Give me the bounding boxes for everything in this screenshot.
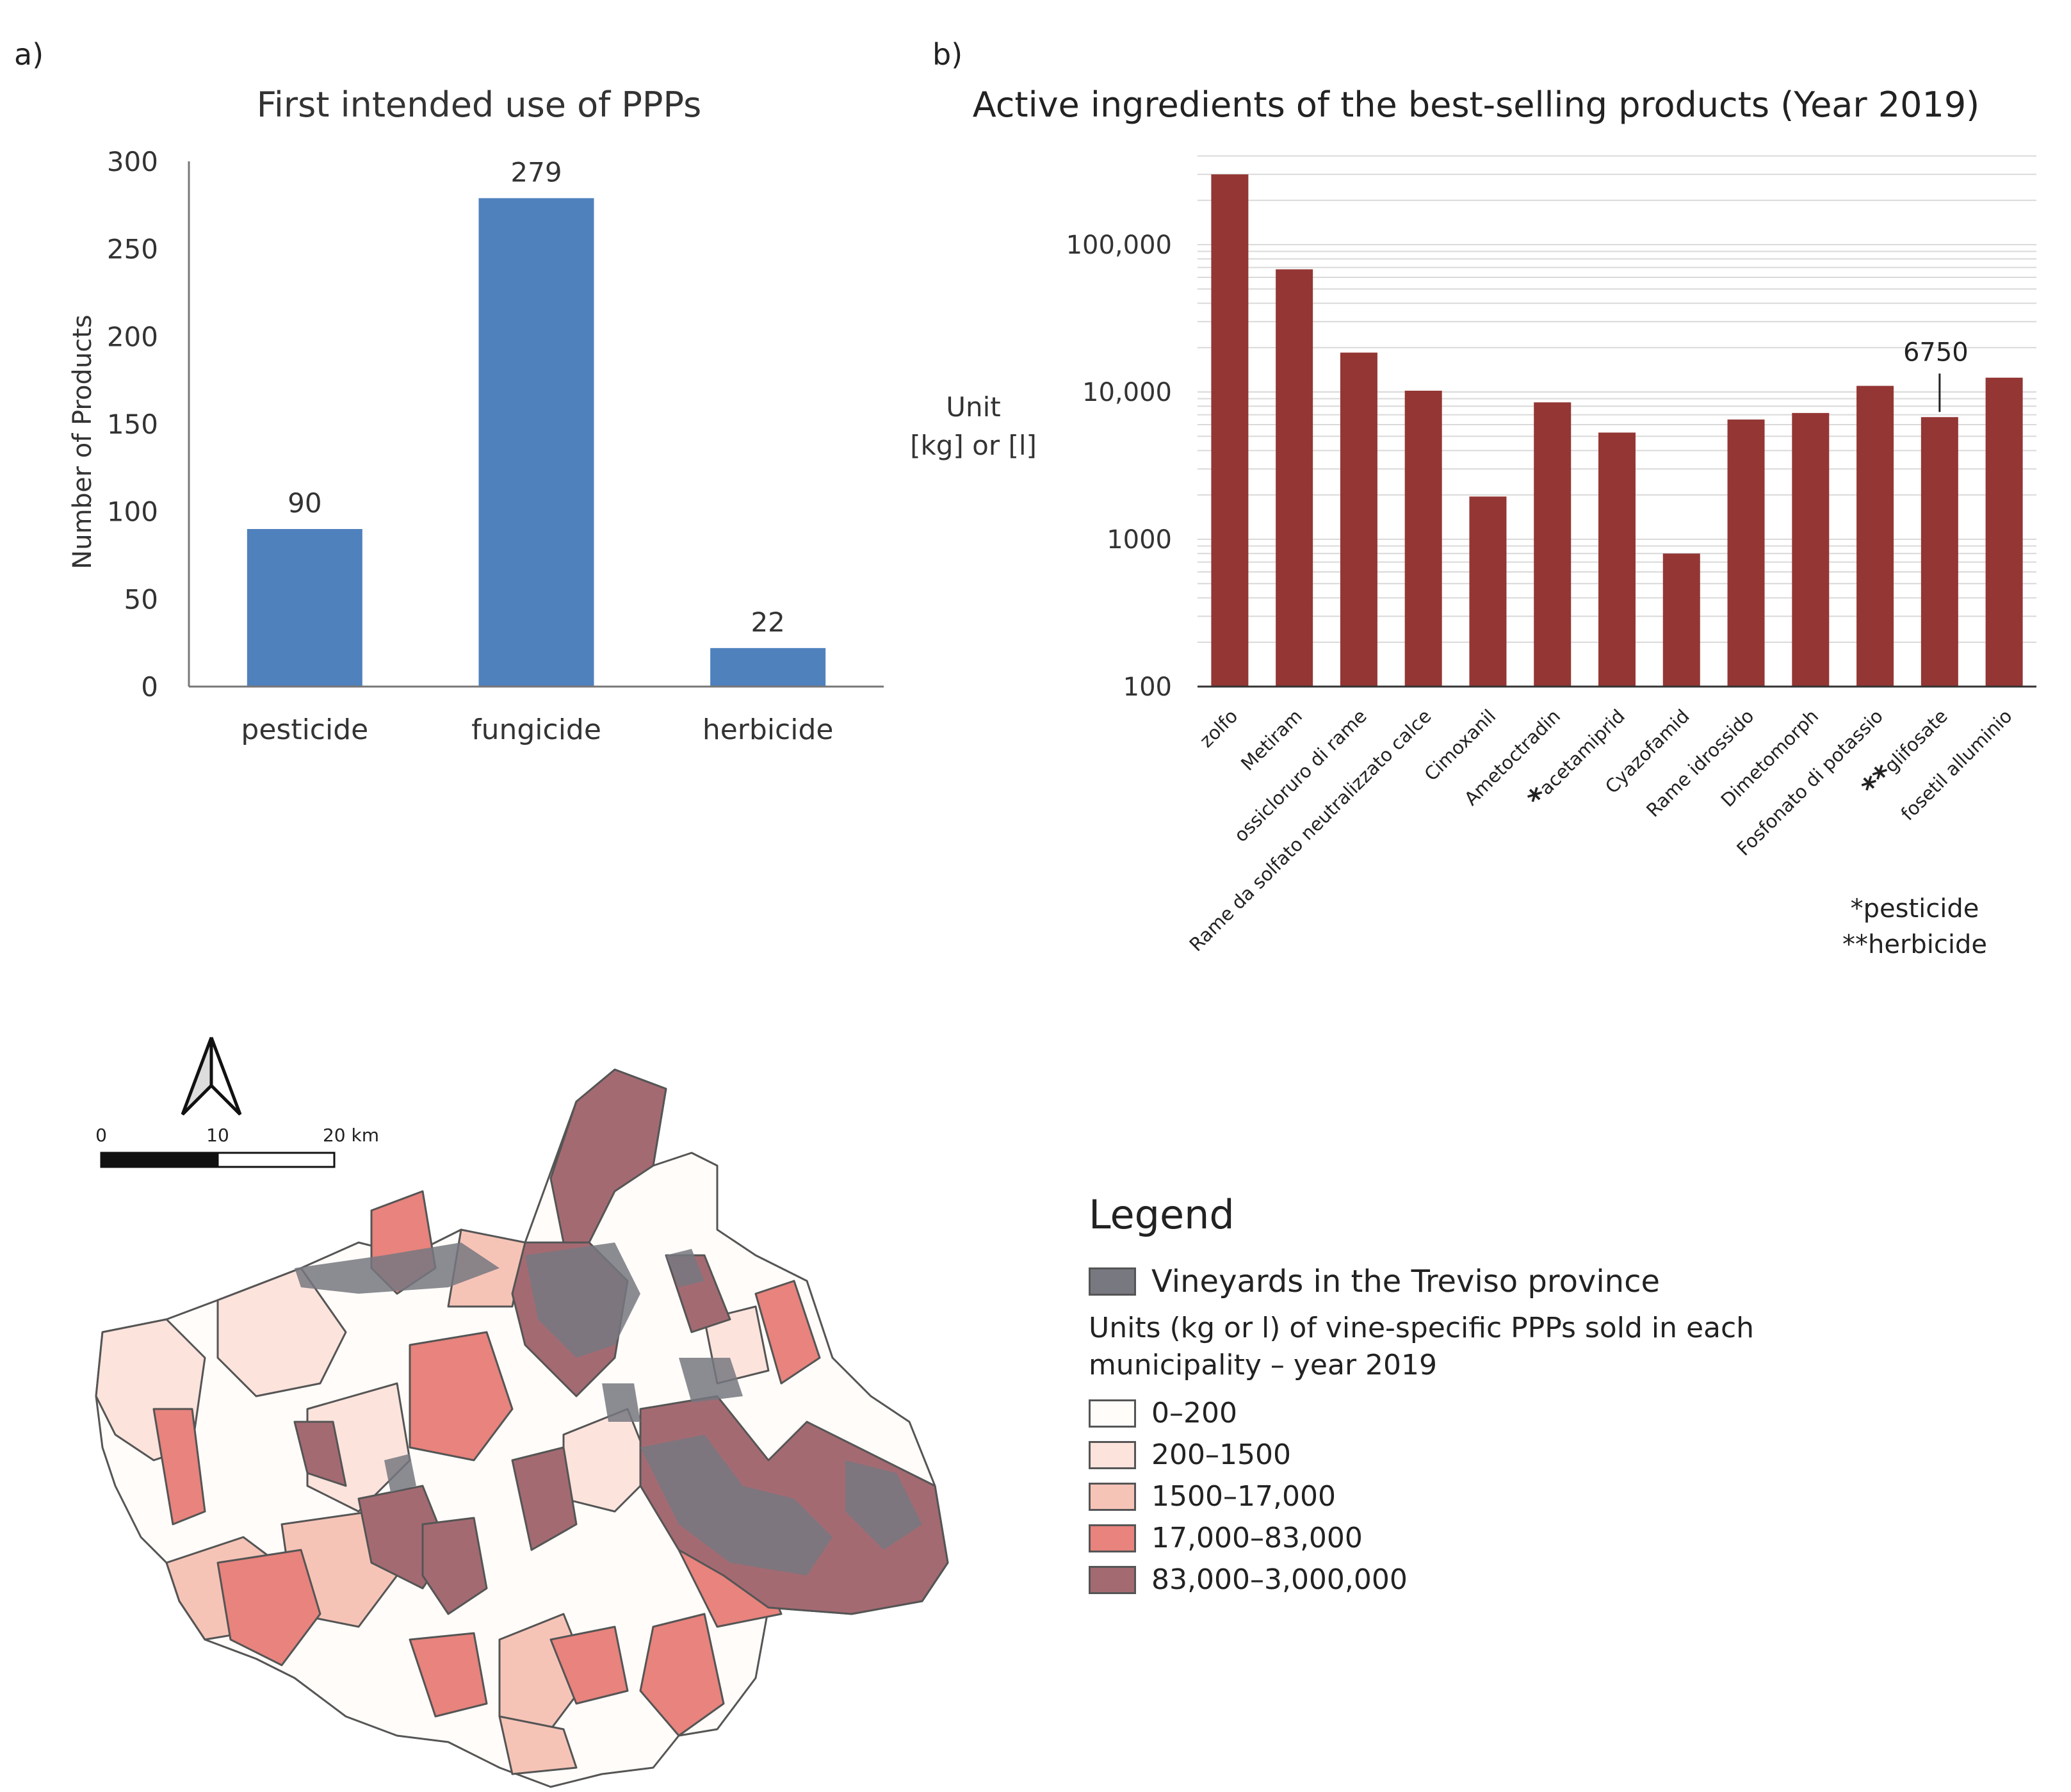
chart-b-y-tick-label: 100,000 <box>1066 231 1172 260</box>
municipalities <box>95 1068 949 1788</box>
chart-a-y-tick-label: 300 <box>107 146 158 177</box>
legend-class-label: 83,000–3,000,000 <box>1151 1563 1408 1596</box>
chart-b-bar <box>1792 412 1830 687</box>
chart-b-category-label: zolfo <box>1196 705 1242 752</box>
chart-b-bar <box>1534 402 1572 687</box>
chart-b-y-tick-label: 100 <box>1123 672 1172 702</box>
chart-a-y-axis-label: Number of Products <box>68 314 97 569</box>
chart-a-data-label: 22 <box>751 607 784 638</box>
scale-label-10: 10 <box>206 1125 229 1146</box>
legend-subtitle: Units (kg or l) of vine-specific PPPs so… <box>1089 1310 1857 1384</box>
chart-b-bar <box>1340 352 1377 687</box>
chart-a-y-tick-label: 100 <box>107 496 158 528</box>
chart-a-y-tick-label: 250 <box>107 234 158 265</box>
chart-a-category-label: fungicide <box>471 713 601 746</box>
legend-vineyard-label: Vineyards in the Treviso province <box>1151 1264 1661 1299</box>
chart-b-bar <box>1727 419 1765 687</box>
chart-b-category-label: fosetil alluminio <box>1897 705 2017 825</box>
chart-b-bar <box>1662 553 1700 687</box>
chart-a-y-tick-label: 0 <box>141 671 158 703</box>
legend-classes: 0–200 200–1500 1500–17,000 17,000–83,000 83,… <box>1089 1397 1857 1596</box>
chart-b-bar <box>1856 386 1894 687</box>
legend-class-label: 1500–17,000 <box>1151 1480 1336 1513</box>
legend-class-label: 17,000–83,000 <box>1151 1522 1363 1554</box>
chart-b-footnote-herbicide: **herbicide <box>1842 930 1987 959</box>
scale-bar <box>100 1152 336 1168</box>
legend-class-row: 0–200 <box>1089 1397 1857 1430</box>
legend-class-swatch <box>1089 1565 1136 1594</box>
chart-b-bar <box>1404 391 1442 687</box>
vineyard-patches <box>295 1242 922 1576</box>
chart-a-y-tick-label: 50 <box>124 583 158 615</box>
legend-subtitle-line1: Units (kg or l) of vine-specific PPPs so… <box>1089 1312 1755 1344</box>
chart-a-bar <box>710 648 826 687</box>
chart-a-title: First intended use of PPPs <box>257 85 701 125</box>
chart-b-y-tick-label: 1000 <box>1107 525 1172 555</box>
chart-b-y-axis-label-line1: Unit <box>946 391 1001 423</box>
legend-subtitle-line2: municipality – year 2019 <box>1089 1349 1438 1381</box>
legend-class-row: 83,000–3,000,000 <box>1089 1563 1857 1596</box>
map-legend: Legend Vineyards in the Treviso province… <box>1089 1191 1857 1605</box>
treviso-map: 0 10 20 km <box>95 1037 949 1788</box>
chart-b-title: Active ingredients of the best-selling p… <box>973 85 1980 125</box>
chart-b-bar <box>1276 269 1313 687</box>
chart-a-bar <box>247 529 362 687</box>
chart-b-bar <box>1598 432 1636 687</box>
legend-class-swatch <box>1089 1482 1136 1511</box>
chart-b-category-label: Rame da solfato neutralizzato calce <box>1185 705 1436 956</box>
chart-a-bar <box>478 198 594 687</box>
legend-class-row: 200–1500 <box>1089 1438 1857 1471</box>
chart-b-bar <box>1985 377 2023 687</box>
chart-b-category-label: Rame idrossido <box>1642 705 1758 821</box>
chart-a-y-tick-label: 200 <box>107 321 158 352</box>
chart-b-y-tick-label: 10,000 <box>1082 378 1172 407</box>
legend-class-label: 0–200 <box>1151 1397 1237 1430</box>
legend-class-row: 17,000–83,000 <box>1089 1522 1857 1554</box>
chart-b-bar <box>1921 417 1958 687</box>
chart-a-data-label: 90 <box>288 487 321 519</box>
legend-class-label: 200–1500 <box>1151 1438 1291 1471</box>
chart-a-category-label: pesticide <box>241 713 368 746</box>
chart-a-category-label: herbicide <box>703 713 834 746</box>
scale-label-20: 20 km <box>323 1125 379 1146</box>
chart-b-y-axis-label-line2: [kg] or [l] <box>910 430 1037 461</box>
chart-a-y-tick-label: 150 <box>107 409 158 440</box>
legend-vineyard-swatch <box>1089 1267 1136 1296</box>
scale-label-0: 0 <box>95 1125 107 1146</box>
north-arrow-icon <box>181 1037 242 1116</box>
legend-class-swatch <box>1089 1524 1136 1552</box>
legend-class-row: 1500–17,000 <box>1089 1480 1857 1513</box>
chart-b-bar <box>1211 174 1249 687</box>
legend-class-swatch <box>1089 1399 1136 1428</box>
chart-a: First intended use of PPPs Number of Pro… <box>68 85 884 746</box>
legend-title: Legend <box>1089 1191 1235 1238</box>
legend-vineyard-row: Vineyards in the Treviso province <box>1089 1264 1857 1299</box>
legend-class-swatch <box>1089 1440 1136 1469</box>
chart-b-bar <box>1469 496 1507 687</box>
chart-b-annotation-label: 6750 <box>1903 338 1969 367</box>
chart-b: Active ingredients of the best-selling p… <box>910 85 2036 959</box>
chart-b-footnote-pesticide: *pesticide <box>1851 894 1979 924</box>
chart-a-data-label: 279 <box>510 156 562 188</box>
panel-label-a: a) <box>14 37 44 72</box>
panel-label-b: b) <box>932 37 963 72</box>
